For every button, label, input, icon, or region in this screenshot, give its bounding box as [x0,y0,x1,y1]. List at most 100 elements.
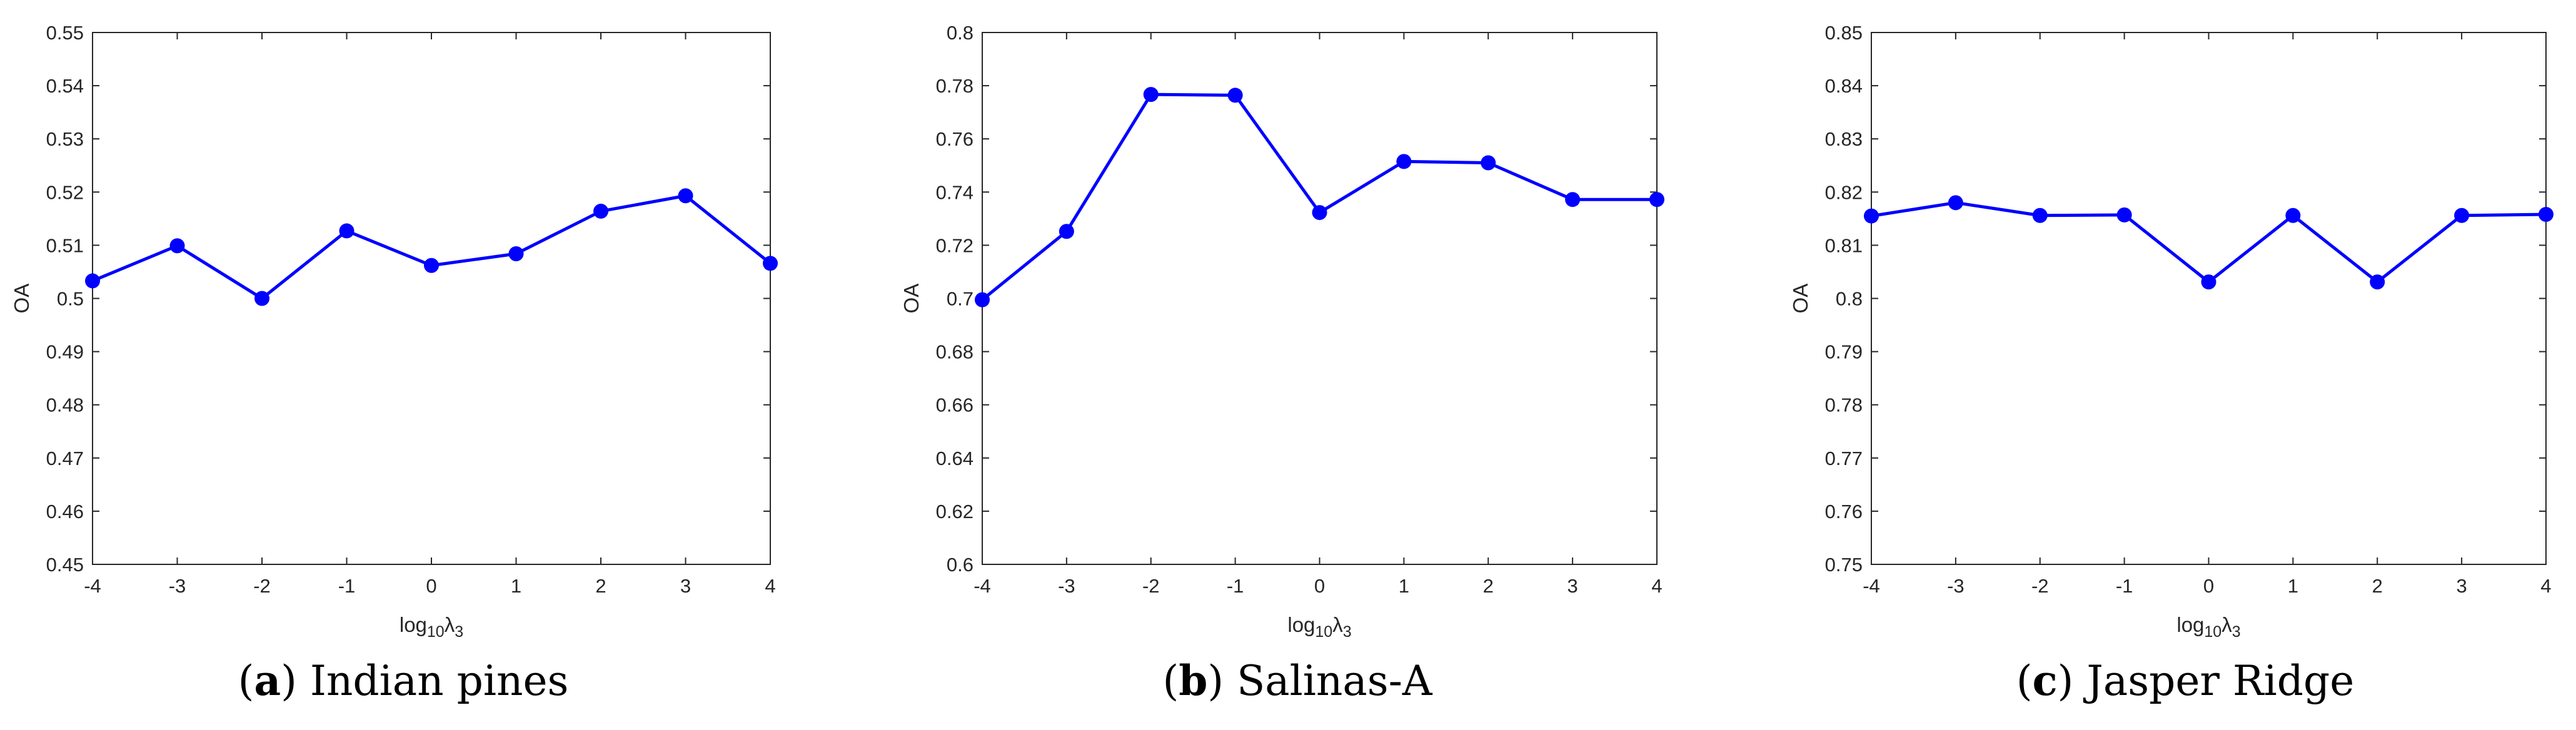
y-tick-label: 0.75 [1825,554,1863,576]
x-axis-label: log10λ3 [2176,613,2240,641]
y-tick-label: 0.81 [1825,234,1863,256]
y-tick-label: 0.76 [936,128,974,150]
data-point [2454,208,2470,223]
caption-b-close-paren: ) [1207,657,1224,705]
data-point [1396,154,1412,169]
y-tick-label: 0.52 [46,181,84,203]
chart-panel-b: 0.6 0.62 0.64 0.66 0.68 0.7 0.72 0.74 0.76 0.78 0.… [900,22,1664,641]
x-tick-label: 2 [2372,575,2383,597]
y-tick-label: 0.53 [46,128,84,150]
data-point [1481,155,1496,171]
y-tick-label: 0.49 [46,341,84,363]
y-tick-label: 0.82 [1825,181,1863,203]
chart-panel-c: 0.75 0.76 0.77 0.78 0.79 0.8 0.81 0.82 0.83 0.84 0… [1789,22,2553,641]
x-tick-label: -3 [169,575,186,597]
x-tick-label: 2 [1483,575,1494,597]
x-tick-label: -2 [2031,575,2049,597]
data-point [2538,207,2553,222]
caption-a-title: Indian pines [309,657,569,705]
x-tick-label: -1 [2116,575,2133,597]
y-tick-label: 0.76 [1825,501,1863,522]
plot-frame [982,32,1658,565]
x-tick-label: -1 [338,575,356,597]
x-tick-label: 3 [2457,575,2467,597]
caption-b: (b) Salinas-A [1047,656,1547,719]
x-axis-label: log10λ3 [400,613,463,641]
y-tick-label: 0.79 [1825,341,1863,363]
x-tick-label: -1 [1227,575,1244,597]
data-point [1565,192,1581,208]
x-tick-label: -4 [84,575,101,597]
data-point [975,292,990,308]
x-tick-label: 1 [511,575,521,597]
x-tick-label: 0 [1314,575,1325,597]
data-point [2116,207,2132,222]
y-tick-label: 0.78 [936,75,974,97]
y-tick-label: 0.51 [46,234,84,256]
y-tick-label: 0.72 [936,234,974,256]
chart-panel-a: 0.45 0.46 0.47 0.48 0.49 0.5 0.51 0.52 0.53 0.54 0… [10,22,778,641]
data-point [424,258,439,273]
y-tick-label: 0.7 [947,288,974,310]
y-tick-label: 0.8 [1836,288,1863,310]
data-point [1227,88,1243,103]
x-tick-label: 1 [2288,575,2298,597]
data-point [254,291,269,306]
data-point [1312,205,1327,221]
x-tick-label: -4 [1863,575,1880,597]
y-tick-label: 0.78 [1825,394,1863,416]
x-tick-label: 1 [1399,575,1409,597]
x-tick-label: -3 [1947,575,1965,597]
data-point [2201,274,2216,290]
x-tick-label: -4 [974,575,991,597]
caption-c-close-paren: ) [2057,657,2074,705]
x-tick-label: -2 [1142,575,1160,597]
y-tick-label: 0.66 [936,394,974,416]
y-tick-label: 0.6 [947,554,974,576]
plot-frame [92,32,771,565]
x-tick-label: 4 [765,575,775,597]
y-tick-label: 0.64 [936,448,974,469]
x-tick-label: 0 [2203,575,2214,597]
data-point [1948,195,1963,211]
data-point [1059,224,1074,239]
y-tick-label: 0.5 [57,288,84,310]
caption-b-open-paren: ( [1162,657,1179,705]
y-tick-label: 0.84 [1825,75,1863,97]
data-point [339,223,355,239]
data-point [763,256,778,271]
y-tick-label: 0.54 [46,75,84,97]
data-point [1143,87,1159,102]
data-point [169,238,185,254]
y-tick-label: 0.68 [936,341,974,363]
data-point [1864,208,1879,224]
caption-b-tag: b [1179,656,1208,705]
y-tick-label: 0.48 [46,394,84,416]
y-tick-label: 0.8 [947,22,974,44]
data-point [508,246,524,262]
caption-a-close-paren: ) [281,657,297,705]
caption-c: (c) Jasper Ridge [1935,656,2435,719]
caption-a-open-paren: ( [238,657,254,705]
caption-b-title: Salinas-A [1237,657,1432,705]
y-tick-label: 0.77 [1825,448,1863,469]
y-tick-label: 0.83 [1825,128,1863,150]
y-tick-label: 0.62 [936,501,974,522]
y-axis-label: OA [900,284,923,314]
y-tick-label: 0.55 [46,22,84,44]
caption-a-tag: a [254,656,281,705]
caption-c-title: Jasper Ridge [2086,657,2355,705]
data-point [85,273,100,289]
y-tick-label: 0.45 [46,554,84,576]
caption-c-tag: c [2032,656,2058,705]
x-tick-label: 4 [1651,575,1662,597]
x-axis-label: log10λ3 [1287,613,1351,641]
x-tick-label: 4 [2540,575,2551,597]
x-tick-label: -3 [1058,575,1075,597]
plot-frame [1871,32,2547,565]
y-tick-label: 0.47 [46,448,84,469]
y-axis-label: OA [1789,284,1812,314]
x-tick-label: 2 [595,575,606,597]
caption-c-open-paren: ( [2016,657,2033,705]
y-axis-label: OA [10,284,33,314]
